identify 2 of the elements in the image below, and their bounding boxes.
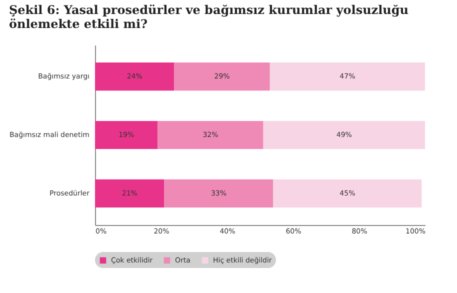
text: önlemekte etkili mi?	[8, 17, 148, 31]
text: Şekil 6: Yasal prosedürler ve bağımsız kurumlar yolsuzluğu	[8, 3, 409, 17]
